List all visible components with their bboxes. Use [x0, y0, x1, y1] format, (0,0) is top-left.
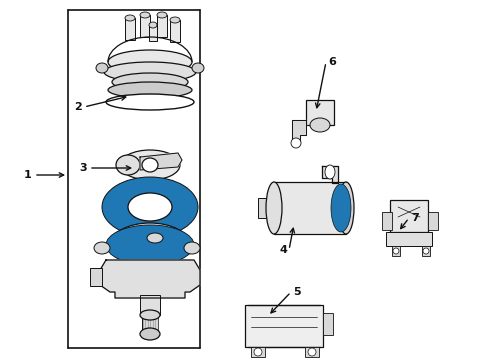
Polygon shape: [140, 153, 182, 170]
Bar: [258, 198, 274, 218]
Ellipse shape: [106, 94, 194, 110]
Bar: [323, 313, 333, 335]
Polygon shape: [292, 120, 306, 143]
Ellipse shape: [116, 155, 140, 175]
Ellipse shape: [128, 193, 172, 221]
Ellipse shape: [106, 225, 194, 265]
Bar: [306, 100, 334, 125]
Bar: [305, 347, 319, 357]
Ellipse shape: [291, 138, 301, 148]
Ellipse shape: [112, 73, 188, 91]
Bar: [422, 246, 430, 256]
Ellipse shape: [140, 328, 160, 340]
Bar: [90, 268, 102, 286]
Ellipse shape: [108, 50, 192, 74]
Ellipse shape: [102, 177, 198, 237]
Ellipse shape: [423, 248, 429, 254]
Polygon shape: [100, 260, 200, 298]
Ellipse shape: [94, 242, 110, 254]
Ellipse shape: [331, 184, 351, 232]
Ellipse shape: [192, 63, 204, 73]
Text: 4: 4: [279, 245, 287, 255]
Bar: [142, 316, 158, 334]
Polygon shape: [322, 166, 338, 183]
Text: 5: 5: [293, 287, 301, 297]
Ellipse shape: [338, 182, 354, 234]
Ellipse shape: [149, 22, 157, 28]
Ellipse shape: [308, 348, 316, 356]
Bar: [125, 18, 135, 40]
Ellipse shape: [110, 223, 190, 267]
Bar: [390, 200, 428, 232]
Bar: [382, 212, 392, 230]
Ellipse shape: [254, 348, 262, 356]
Text: 7: 7: [411, 213, 419, 223]
Ellipse shape: [310, 118, 330, 132]
Ellipse shape: [337, 186, 345, 230]
Ellipse shape: [120, 150, 180, 180]
Text: 3: 3: [79, 163, 87, 173]
Ellipse shape: [108, 82, 192, 98]
Ellipse shape: [96, 63, 108, 73]
Text: 6: 6: [328, 57, 336, 67]
Ellipse shape: [393, 248, 399, 254]
Bar: [392, 246, 400, 256]
Ellipse shape: [266, 182, 282, 234]
Bar: [251, 347, 265, 357]
Ellipse shape: [157, 12, 167, 18]
Bar: [140, 295, 160, 315]
Ellipse shape: [104, 62, 196, 82]
Bar: [386, 232, 432, 246]
Ellipse shape: [184, 242, 200, 254]
Ellipse shape: [142, 158, 158, 172]
Bar: [157, 15, 167, 37]
Ellipse shape: [325, 165, 335, 179]
Ellipse shape: [147, 233, 163, 243]
Bar: [245, 305, 323, 347]
Bar: [170, 20, 180, 42]
Bar: [274, 182, 346, 234]
Text: 1: 1: [24, 170, 32, 180]
Ellipse shape: [106, 179, 194, 235]
Ellipse shape: [140, 12, 150, 18]
Bar: [149, 25, 157, 41]
Text: 2: 2: [74, 102, 82, 112]
Ellipse shape: [140, 310, 160, 320]
Bar: [140, 15, 150, 37]
Ellipse shape: [125, 15, 135, 21]
Ellipse shape: [170, 17, 180, 23]
Bar: [428, 212, 438, 230]
